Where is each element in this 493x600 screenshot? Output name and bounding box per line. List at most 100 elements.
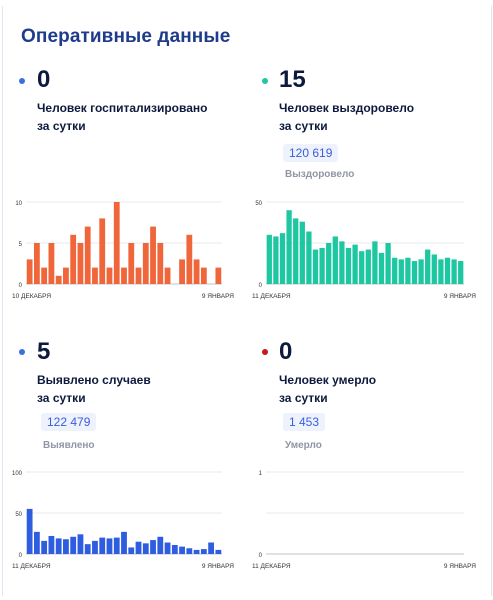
deaths-total-badge: 1 453 xyxy=(283,413,326,431)
chart-bar xyxy=(48,535,55,554)
chart-bar xyxy=(48,243,55,284)
chart-bar xyxy=(326,243,332,284)
chart-bar xyxy=(200,267,207,284)
hospitalized-label: Человек госпитализировано за сутки xyxy=(37,101,208,133)
chart-bar xyxy=(306,231,312,284)
chart-bar xyxy=(70,234,77,284)
recovered-value: 15 xyxy=(279,66,306,93)
chart-bar xyxy=(55,538,62,554)
chart-bar xyxy=(164,542,171,554)
chart-bar xyxy=(279,233,286,284)
chart-bar xyxy=(193,549,200,554)
hospitalized-chart: 0 5 10 10 ДЕКАБРЯ 9 ЯНВАРЯ xyxy=(12,201,234,300)
chart-bar xyxy=(431,254,437,284)
chart-bar xyxy=(372,241,378,284)
x-end-label: 9 ЯНВАРЯ xyxy=(444,293,476,300)
recovered-label: Человек выздоровело за сутки xyxy=(279,101,415,133)
chart-bar xyxy=(312,249,319,284)
chart-bar xyxy=(77,534,84,554)
chart-bar xyxy=(106,538,113,554)
chart-bar xyxy=(63,267,69,284)
chart-bar xyxy=(26,508,33,554)
chart-bar xyxy=(150,540,156,554)
recovered-dot-icon xyxy=(262,78,268,84)
chart-bar xyxy=(113,537,120,554)
chart-bar xyxy=(193,259,200,284)
deaths-label: Человек умерло за сутки xyxy=(279,373,377,405)
x-start-label: 10 ДЕКАБРЯ xyxy=(12,293,51,300)
chart-bar xyxy=(179,546,185,554)
deaths-chart: 0 1 11 ДЕКАБРЯ 9 ЯНВАРЯ xyxy=(252,471,476,570)
chart-bar xyxy=(41,267,48,284)
chart-bar xyxy=(113,202,120,284)
hospitalized-value: 0 xyxy=(37,66,51,93)
chart-bar xyxy=(299,221,305,284)
x-end-label: 9 ЯНВАРЯ xyxy=(444,563,476,570)
chart-bar xyxy=(451,259,457,284)
cases-label: Выявлено случаев за сутки xyxy=(37,373,151,405)
chart-bar xyxy=(200,549,207,554)
y-tick-label: 0 xyxy=(19,283,23,289)
chart-bar xyxy=(135,267,142,284)
chart-bar xyxy=(345,247,352,284)
recovered-chart: 0 50 11 ДЕКАБРЯ 9 ЯНВАРЯ xyxy=(252,201,476,300)
chart-bar xyxy=(365,249,371,284)
deaths-value: 0 xyxy=(279,338,293,365)
chart-bar xyxy=(92,540,98,554)
chart-bar xyxy=(215,267,222,284)
chart-bar xyxy=(405,257,411,284)
chart-bar xyxy=(438,259,444,284)
y-tick-label: 5 xyxy=(19,242,23,248)
x-start-label: 11 ДЕКАБРЯ xyxy=(252,563,291,570)
cases-dot-icon xyxy=(19,349,25,355)
chart-bar xyxy=(273,236,279,284)
chart-bar xyxy=(106,267,113,284)
chart-bar xyxy=(63,539,69,554)
chart-bar xyxy=(186,548,193,554)
chart-bar xyxy=(121,531,127,554)
chart-bar xyxy=(411,261,418,284)
chart-bar xyxy=(398,259,404,284)
hospitalized-dot-icon xyxy=(19,78,25,84)
chart-bar xyxy=(135,541,142,554)
chart-bar xyxy=(77,243,84,284)
chart-bar xyxy=(33,531,40,554)
deaths-dot-icon xyxy=(262,349,268,355)
chart-bar xyxy=(121,267,127,284)
chart-bar xyxy=(41,540,48,554)
chart-bar xyxy=(208,542,215,554)
chart-bar xyxy=(385,243,391,284)
chart-bar xyxy=(33,243,40,284)
chart-bar xyxy=(359,251,365,284)
recovered-total-badge: 120 619 xyxy=(283,144,339,162)
chart-bar xyxy=(352,244,358,284)
chart-bar xyxy=(150,226,156,284)
chart-bar xyxy=(128,547,135,554)
x-start-label: 11 ДЕКАБРЯ xyxy=(252,293,291,300)
y-tick-label: 0 xyxy=(19,553,23,559)
chart-bar xyxy=(171,544,178,554)
chart-bar xyxy=(293,218,299,284)
y-tick-label: 50 xyxy=(255,201,262,207)
chart-bar xyxy=(84,226,91,284)
chart-bar xyxy=(444,257,451,284)
chart-bar xyxy=(157,243,164,284)
chart-bar xyxy=(55,275,62,284)
chart-bar xyxy=(142,543,149,554)
y-tick-label: 100 xyxy=(12,471,23,477)
chart-bar xyxy=(339,241,345,284)
y-tick-label: 50 xyxy=(15,512,22,518)
chart-bar xyxy=(332,236,338,284)
recovered-total-label: Выздоровело xyxy=(285,169,355,180)
chart-bar xyxy=(128,243,135,284)
chart-bar xyxy=(70,536,77,554)
page-title: Оперативные данные xyxy=(21,26,231,47)
cases-value: 5 xyxy=(37,338,51,365)
chart-bar xyxy=(425,249,431,284)
frame-border-left xyxy=(2,6,3,596)
chart-bar xyxy=(186,234,193,284)
chart-bar xyxy=(179,259,185,284)
x-end-label: 9 ЯНВАРЯ xyxy=(202,293,234,300)
chart-bar xyxy=(378,252,385,284)
